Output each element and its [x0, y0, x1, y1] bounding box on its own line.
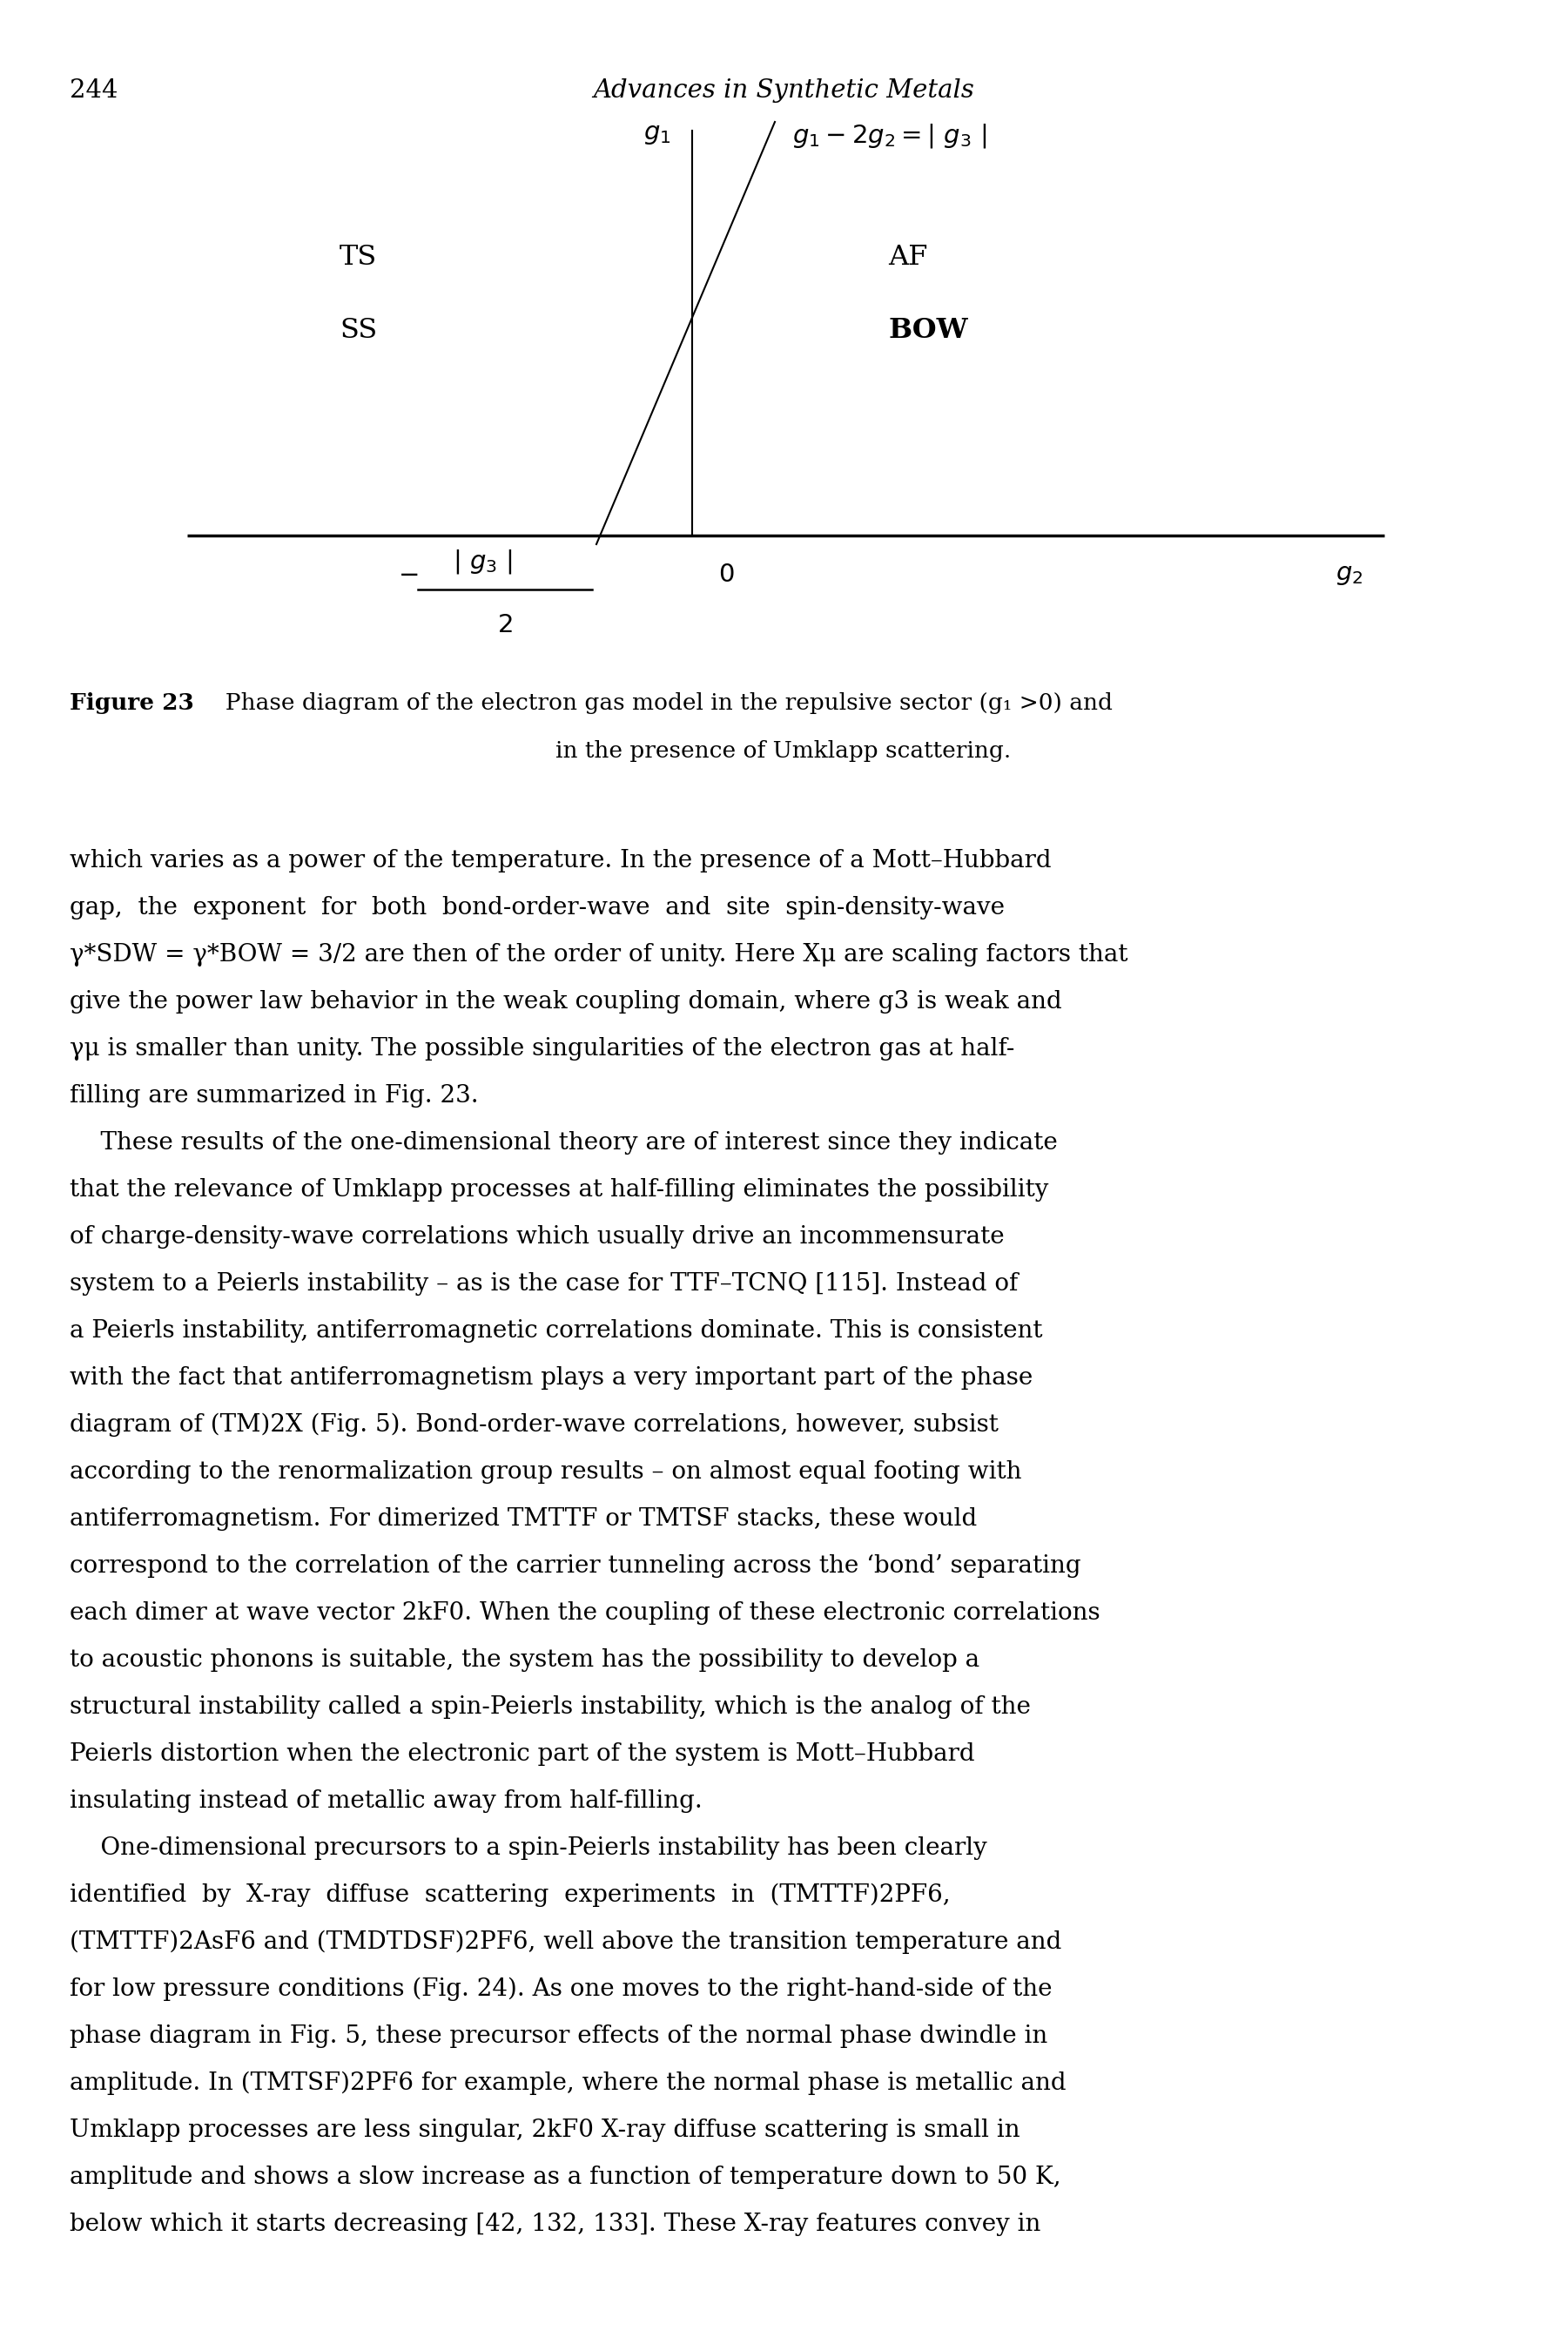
Text: for low pressure conditions (Fig. 24). As one moves to the right-hand-side of th: for low pressure conditions (Fig. 24). A…: [69, 1977, 1052, 2001]
Text: Peierls distortion when the electronic part of the system is Mott–Hubbard: Peierls distortion when the electronic p…: [69, 1742, 975, 1766]
Text: in the presence of Umklapp scattering.: in the presence of Umklapp scattering.: [555, 741, 1011, 762]
Text: $g_2$: $g_2$: [1336, 562, 1363, 588]
Text: amplitude. In (TMTSF)2PF6 for example, where the normal phase is metallic and: amplitude. In (TMTSF)2PF6 for example, w…: [69, 2071, 1066, 2095]
Text: Umklapp processes are less singular, 2kF0 X-ray diffuse scattering is small in: Umklapp processes are less singular, 2kF…: [69, 2118, 1021, 2142]
Text: 244: 244: [69, 78, 118, 103]
Text: Phase diagram of the electron gas model in the repulsive sector (g₁ >0) and: Phase diagram of the electron gas model …: [210, 691, 1113, 715]
Text: $-$: $-$: [398, 562, 419, 588]
Text: Figure 23: Figure 23: [69, 691, 194, 715]
Text: diagram of (TM)2X (Fig. 5). Bond-order-wave correlations, however, subsist: diagram of (TM)2X (Fig. 5). Bond-order-w…: [69, 1413, 999, 1436]
Text: $g_1 - 2g_2 = |\ g_3\ |$: $g_1 - 2g_2 = |\ g_3\ |$: [792, 122, 986, 150]
Text: $2$: $2$: [497, 614, 513, 637]
Text: give the power law behavior in the weak coupling domain, where g3 is weak and: give the power law behavior in the weak …: [69, 990, 1062, 1013]
Text: Advances in Synthetic Metals: Advances in Synthetic Metals: [593, 78, 974, 103]
Text: identified  by  X-ray  diffuse  scattering  experiments  in  (TMTTF)2PF6,: identified by X-ray diffuse scattering e…: [69, 1883, 950, 1907]
Text: according to the renormalization group results – on almost equal footing with: according to the renormalization group r…: [69, 1460, 1022, 1483]
Text: TS: TS: [340, 245, 378, 270]
Text: a Peierls instability, antiferromagnetic correlations dominate. This is consiste: a Peierls instability, antiferromagnetic…: [69, 1319, 1043, 1342]
Text: amplitude and shows a slow increase as a function of temperature down to 50 K,: amplitude and shows a slow increase as a…: [69, 2165, 1062, 2189]
Text: These results of the one-dimensional theory are of interest since they indicate: These results of the one-dimensional the…: [69, 1131, 1057, 1154]
Text: One-dimensional precursors to a spin-Peierls instability has been clearly: One-dimensional precursors to a spin-Pei…: [69, 1836, 988, 1860]
Text: structural instability called a spin-Peierls instability, which is the analog of: structural instability called a spin-Pei…: [69, 1695, 1030, 1719]
Text: that the relevance of Umklapp processes at half-filling eliminates the possibili: that the relevance of Umklapp processes …: [69, 1178, 1049, 1201]
Text: with the fact that antiferromagnetism plays a very important part of the phase: with the fact that antiferromagnetism pl…: [69, 1366, 1033, 1389]
Text: BOW: BOW: [887, 317, 967, 343]
Text: of charge-density-wave correlations which usually drive an incommensurate: of charge-density-wave correlations whic…: [69, 1225, 1005, 1248]
Text: (TMTTF)2AsF6 and (TMDTDSF)2PF6, well above the transition temperature and: (TMTTF)2AsF6 and (TMDTDSF)2PF6, well abo…: [69, 1930, 1062, 1954]
Text: γμ is smaller than unity. The possible singularities of the electron gas at half: γμ is smaller than unity. The possible s…: [69, 1037, 1014, 1060]
Text: below which it starts decreasing [42, 132, 133]. These X-ray features convey in: below which it starts decreasing [42, 13…: [69, 2212, 1041, 2236]
Text: correspond to the correlation of the carrier tunneling across the ‘bond’ separat: correspond to the correlation of the car…: [69, 1554, 1080, 1578]
Text: each dimer at wave vector 2kF0. When the coupling of these electronic correlatio: each dimer at wave vector 2kF0. When the…: [69, 1601, 1101, 1625]
Text: gap,  the  exponent  for  both  bond-order-wave  and  site  spin-density-wave: gap, the exponent for both bond-order-wa…: [69, 896, 1005, 919]
Text: SS: SS: [340, 317, 378, 343]
Text: $g_1$: $g_1$: [643, 122, 671, 146]
Text: phase diagram in Fig. 5, these precursor effects of the normal phase dwindle in: phase diagram in Fig. 5, these precursor…: [69, 2024, 1047, 2048]
Text: γ*SDW = γ*BOW = 3/2 are then of the order of unity. Here Xμ are scaling factors : γ*SDW = γ*BOW = 3/2 are then of the orde…: [69, 943, 1127, 966]
Text: $|\ g_3\ |$: $|\ g_3\ |$: [453, 548, 513, 576]
Text: which varies as a power of the temperature. In the presence of a Mott–Hubbard: which varies as a power of the temperatu…: [69, 849, 1052, 872]
Text: $0$: $0$: [718, 562, 734, 588]
Text: insulating instead of metallic away from half-filling.: insulating instead of metallic away from…: [69, 1789, 702, 1813]
Text: filling are summarized in Fig. 23.: filling are summarized in Fig. 23.: [69, 1084, 478, 1107]
Text: to acoustic phonons is suitable, the system has the possibility to develop a: to acoustic phonons is suitable, the sys…: [69, 1648, 980, 1672]
Text: antiferromagnetism. For dimerized TMTTF or TMTSF stacks, these would: antiferromagnetism. For dimerized TMTTF …: [69, 1507, 977, 1531]
Text: AF: AF: [887, 245, 928, 270]
Text: system to a Peierls instability – as is the case for TTF–TCNQ [115]. Instead of: system to a Peierls instability – as is …: [69, 1272, 1018, 1295]
